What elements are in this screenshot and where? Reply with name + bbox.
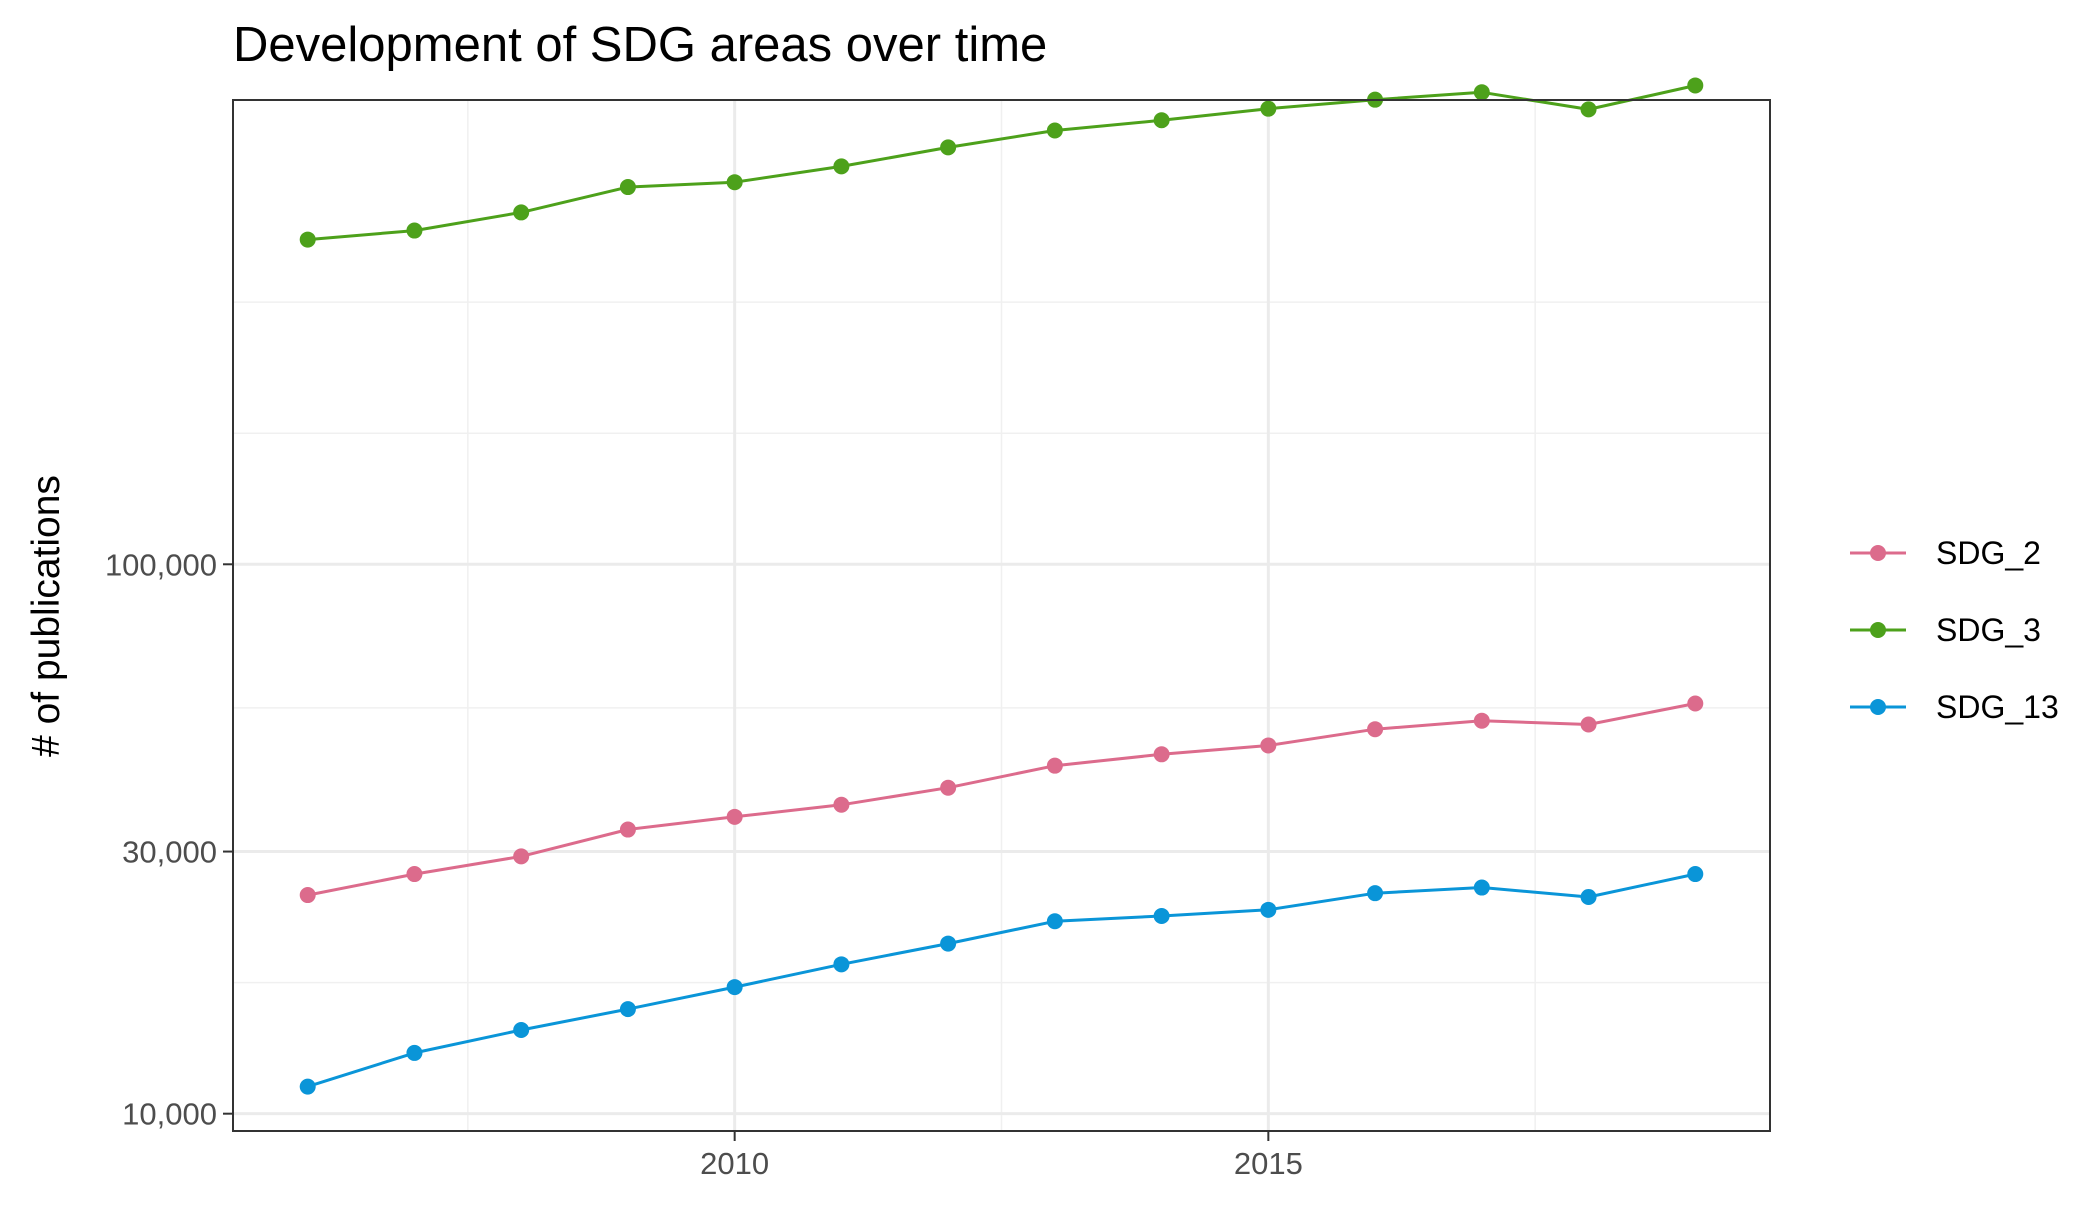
legend-item-sdg-2: SDG_2	[1850, 535, 2041, 571]
y-tick-label: 100,000	[105, 547, 217, 582]
legend-item-sdg-3: SDG_3	[1850, 612, 2041, 648]
data-point-sdg-3	[1580, 101, 1597, 118]
legend: SDG_2 SDG_3 SDG_13	[1850, 535, 2059, 725]
data-point-sdg-2	[299, 887, 316, 904]
y-axis: 10,000 30,000 100,000	[105, 547, 233, 1132]
data-point-sdg-2	[1260, 737, 1277, 754]
data-point-sdg-2	[513, 848, 530, 865]
data-point-sdg-13	[299, 1078, 316, 1095]
data-point-sdg-13	[513, 1022, 530, 1039]
data-point-sdg-13	[940, 935, 957, 952]
data-point-sdg-13	[619, 1001, 636, 1018]
data-point-sdg-2	[1687, 695, 1704, 712]
series-layer	[299, 77, 1704, 1095]
data-point-sdg-3	[1473, 84, 1490, 101]
series-line-sdg-13	[307, 872, 1696, 1089]
data-point-sdg-2	[1473, 712, 1490, 729]
y-axis-title: # of publications	[25, 475, 68, 757]
data-point-sdg-2	[833, 796, 850, 813]
data-point-sdg-3	[940, 139, 957, 156]
data-point-sdg-2	[619, 821, 636, 838]
y-tick-label: 10,000	[122, 1097, 217, 1132]
data-point-sdg-2	[726, 808, 743, 825]
data-point-sdg-13	[1687, 866, 1704, 883]
x-tick-label: 2015	[1234, 1146, 1303, 1181]
data-point-sdg-13	[1153, 907, 1170, 924]
data-point-sdg-2	[1153, 746, 1170, 763]
chart-title: Development of SDG areas over time	[233, 18, 1047, 72]
data-point-sdg-2	[406, 866, 423, 883]
data-point-sdg-13	[406, 1044, 423, 1061]
legend-key-point	[1870, 699, 1886, 715]
data-point-sdg-3	[1046, 122, 1063, 139]
data-point-sdg-3	[619, 179, 636, 196]
data-point-sdg-3	[406, 222, 423, 239]
data-point-sdg-2	[940, 779, 957, 796]
data-point-sdg-2	[1046, 757, 1063, 774]
legend-key-point	[1870, 545, 1886, 561]
data-point-sdg-13	[726, 979, 743, 996]
data-point-sdg-13	[1260, 901, 1277, 918]
data-point-sdg-3	[513, 204, 530, 221]
x-tick-label: 2010	[700, 1146, 769, 1181]
data-point-sdg-13	[833, 956, 850, 973]
major-gridlines	[233, 100, 1770, 1131]
data-point-sdg-13	[1473, 879, 1490, 896]
data-point-sdg-3	[299, 231, 316, 248]
data-point-sdg-13	[1580, 888, 1597, 905]
data-point-sdg-3	[726, 174, 743, 191]
legend-label: SDG_3	[1936, 612, 2041, 648]
legend-key-point	[1870, 622, 1886, 638]
legend-label: SDG_2	[1936, 535, 2041, 571]
y-tick-label: 30,000	[122, 835, 217, 870]
data-point-sdg-13	[1367, 885, 1384, 902]
data-point-sdg-3	[1153, 112, 1170, 129]
data-point-sdg-2	[1367, 721, 1384, 738]
data-point-sdg-3	[833, 158, 850, 175]
plot-border	[232, 99, 1771, 1132]
minor-gridlines	[233, 100, 1770, 1131]
data-point-sdg-3	[1687, 77, 1704, 94]
data-point-sdg-3	[1260, 100, 1277, 117]
x-axis: 2010 2015	[700, 1131, 1303, 1181]
series-line-sdg-3	[307, 84, 1696, 242]
series-line-sdg-2	[307, 702, 1696, 897]
legend-item-sdg-13: SDG_13	[1850, 689, 2059, 725]
legend-label: SDG_13	[1936, 689, 2059, 725]
data-point-sdg-2	[1580, 716, 1597, 733]
data-point-sdg-13	[1046, 913, 1063, 930]
